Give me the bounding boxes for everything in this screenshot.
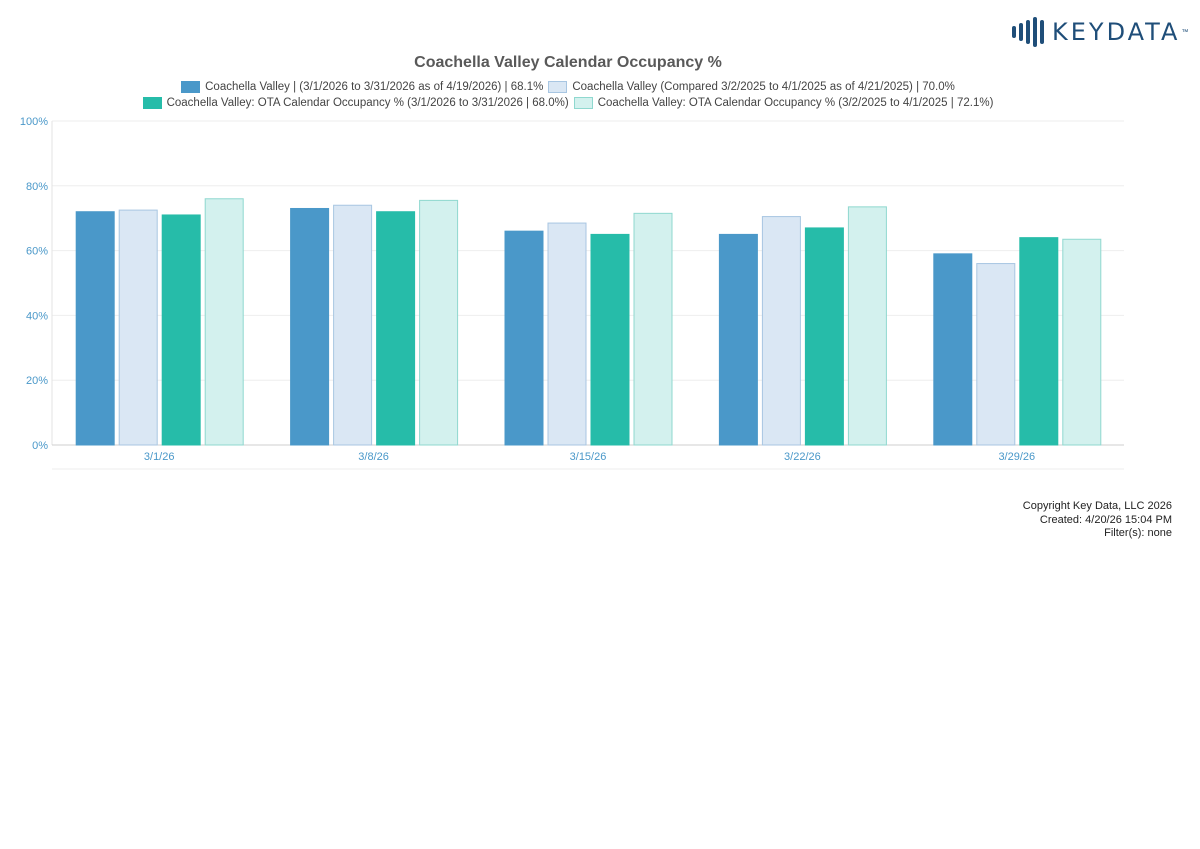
- legend-row-1: Coachella Valley | (3/1/2026 to 3/31/202…: [0, 81, 1136, 93]
- bar: [547, 222, 587, 446]
- bar: [204, 198, 244, 446]
- logo-text: KEYDATA: [1052, 18, 1181, 46]
- bar: [976, 263, 1016, 446]
- legend-swatch: [181, 81, 201, 93]
- legend-swatch: [573, 97, 593, 109]
- footer-info: Copyright Key Data, LLC 2026 Created: 4/…: [1023, 500, 1172, 541]
- y-tick-label: 0%: [32, 440, 48, 452]
- bar: [504, 230, 544, 446]
- x-tick-label: 3/15/26: [570, 451, 607, 463]
- bar: [804, 227, 844, 446]
- legend-swatch: [142, 97, 162, 109]
- legend-item[interactable]: Coachella Valley | (3/1/2026 to 3/31/202…: [181, 81, 543, 93]
- created-text: Created: 4/20/26 15:04 PM: [1039, 513, 1172, 526]
- legend-label: Coachella Valley: OTA Calendar Occupancy…: [166, 97, 569, 109]
- bar: [75, 211, 115, 446]
- legend-label: Coachella Valley | (3/1/2026 to 3/31/202…: [205, 81, 544, 93]
- bar: [761, 216, 801, 446]
- bar: [161, 214, 201, 446]
- y-tick-label: 80%: [26, 181, 48, 193]
- legend-label: Coachella Valley: OTA Calendar Occupancy…: [597, 97, 994, 109]
- x-tick-label: 3/29/26: [998, 451, 1035, 463]
- x-tick-label: 3/1/26: [144, 451, 175, 463]
- bar: [633, 212, 673, 446]
- bar: [376, 211, 416, 446]
- chart-title: Coachella Valley Calendar Occupancy %: [414, 54, 722, 71]
- bar: [1062, 238, 1102, 446]
- bar-chart: 0% 20% 40% 60% 80% 100% 3/1/26 3/8/26 3/15/26 3/2…: [20, 116, 1124, 470]
- copyright-text: Copyright Key Data, LLC 2026: [1022, 500, 1172, 512]
- bar: [718, 233, 758, 446]
- legend-item[interactable]: Coachella Valley: OTA Calendar Occupancy…: [573, 97, 994, 109]
- legend-swatch: [548, 81, 568, 93]
- legend-item[interactable]: Coachella Valley (Compared 3/2/2025 to 4…: [548, 81, 955, 93]
- bar: [933, 253, 973, 446]
- bar: [419, 199, 459, 446]
- bar: [290, 207, 330, 446]
- logo-trademark: ™: [1181, 28, 1189, 36]
- logo-bars-icon: [1012, 17, 1044, 47]
- legend-item[interactable]: Coachella Valley: OTA Calendar Occupancy…: [142, 97, 569, 109]
- y-tick-label: 20%: [26, 375, 48, 387]
- bar: [333, 204, 373, 446]
- bar: [590, 233, 630, 446]
- x-tick-label: 3/22/26: [784, 451, 821, 463]
- x-tick-label: 3/8/26: [358, 451, 389, 463]
- y-tick-label: 100%: [20, 116, 48, 128]
- bar: [118, 209, 158, 446]
- y-tick-label: 60%: [26, 246, 48, 258]
- keydata-logo: KEYDATA ™: [1012, 14, 1188, 50]
- filters-text: Filter(s): none: [1104, 527, 1172, 539]
- y-tick-label: 40%: [26, 310, 48, 322]
- bar: [847, 206, 887, 446]
- legend-row-2: Coachella Valley: OTA Calendar Occupancy…: [0, 97, 1136, 109]
- legend-label: Coachella Valley (Compared 3/2/2025 to 4…: [572, 81, 955, 93]
- bar: [1019, 237, 1059, 446]
